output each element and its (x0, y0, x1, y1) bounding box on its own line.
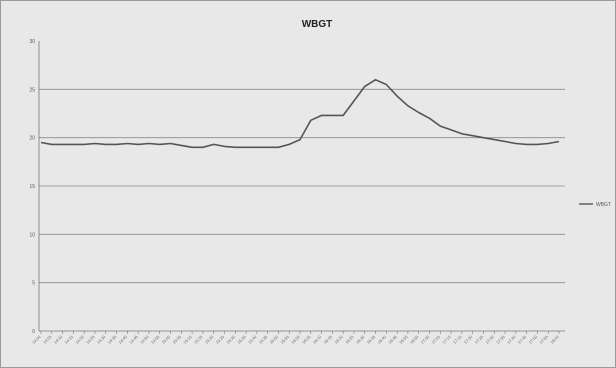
x-tick-label: 17:45 (517, 334, 528, 345)
x-tick-label: 14:55 (150, 334, 161, 345)
x-tick-label: 14:15 (63, 334, 74, 345)
x-tick-label: 16:40 (376, 334, 387, 345)
y-tick-label: 20 (29, 136, 35, 142)
x-tick-label: 14:50 (139, 334, 150, 345)
x-tick-label: 16:00 (290, 334, 301, 345)
x-tick-label: 16:50 (398, 334, 409, 345)
x-tick-label: 15:50 (269, 334, 280, 345)
x-tick-label: 17:40 (506, 334, 517, 345)
x-tick-label: 15:45 (258, 334, 269, 345)
x-tick-label: 17:00 (420, 334, 431, 345)
x-axis-ticks: 14:00 14:05 14:10 14:15 14:20 14:25 14:30 14:35… (31, 331, 560, 345)
x-tick-label: 16:15 (322, 334, 333, 345)
legend-label: WBGT (596, 202, 611, 208)
x-tick-label: 18:00 (549, 334, 560, 345)
y-axis-ticks: 0 5 10 15 20 25 30 (29, 39, 35, 335)
x-tick-label: 17:05 (430, 334, 441, 345)
x-tick-label: 14:40 (117, 334, 128, 345)
chart-title: WBGT (302, 19, 333, 30)
y-tick-label: 10 (29, 232, 35, 238)
x-tick-label: 14:30 (96, 334, 107, 345)
x-tick-label: 17:10 (441, 334, 452, 345)
grid-lines (39, 88, 565, 284)
x-tick-label: 15:40 (247, 334, 258, 345)
x-tick-label: 17:50 (528, 334, 539, 345)
x-tick-label: 14:05 (42, 334, 53, 345)
x-tick-label: 17:20 (463, 334, 474, 345)
x-tick-label: 14:10 (53, 334, 64, 345)
x-tick-label: 15:05 (171, 334, 182, 345)
x-tick-label: 17:30 (484, 334, 495, 345)
x-tick-label: 15:25 (215, 334, 226, 345)
x-tick-label: 16:45 (387, 334, 398, 345)
y-tick-label: 30 (29, 39, 35, 45)
x-tick-label: 16:05 (301, 334, 312, 345)
x-tick-label: 17:15 (452, 334, 463, 345)
y-tick-label: 0 (32, 329, 35, 335)
x-tick-label: 17:25 (474, 334, 485, 345)
x-tick-label: 14:25 (85, 334, 96, 345)
y-tick-label: 5 (32, 281, 35, 287)
x-tick-label: 15:55 (279, 334, 290, 345)
x-tick-label: 15:00 (161, 334, 172, 345)
x-tick-label: 16:30 (355, 334, 366, 345)
x-tick-label: 17:35 (495, 334, 506, 345)
x-tick-label: 15:15 (193, 334, 204, 345)
legend: WBGT (579, 202, 611, 208)
x-tick-label: 16:35 (366, 334, 377, 345)
x-tick-label: 16:55 (409, 334, 420, 345)
series-line-wbgt (40, 78, 560, 149)
x-tick-label: 14:00 (31, 334, 42, 345)
x-tick-label: 15:20 (204, 334, 215, 345)
x-tick-label: 15:35 (236, 334, 247, 345)
x-tick-label: 14:20 (74, 334, 85, 345)
y-tick-label: 15 (29, 184, 35, 190)
x-tick-label: 16:10 (312, 334, 323, 345)
x-tick-label: 16:25 (344, 334, 355, 345)
x-tick-label: 16:20 (333, 334, 344, 345)
x-tick-label: 17:55 (538, 334, 549, 345)
y-tick-label: 25 (29, 87, 35, 93)
x-tick-label: 14:45 (128, 334, 139, 345)
x-tick-label: 15:10 (182, 334, 193, 345)
x-tick-label: 14:35 (107, 334, 118, 345)
x-tick-label: 15:30 (225, 334, 236, 345)
